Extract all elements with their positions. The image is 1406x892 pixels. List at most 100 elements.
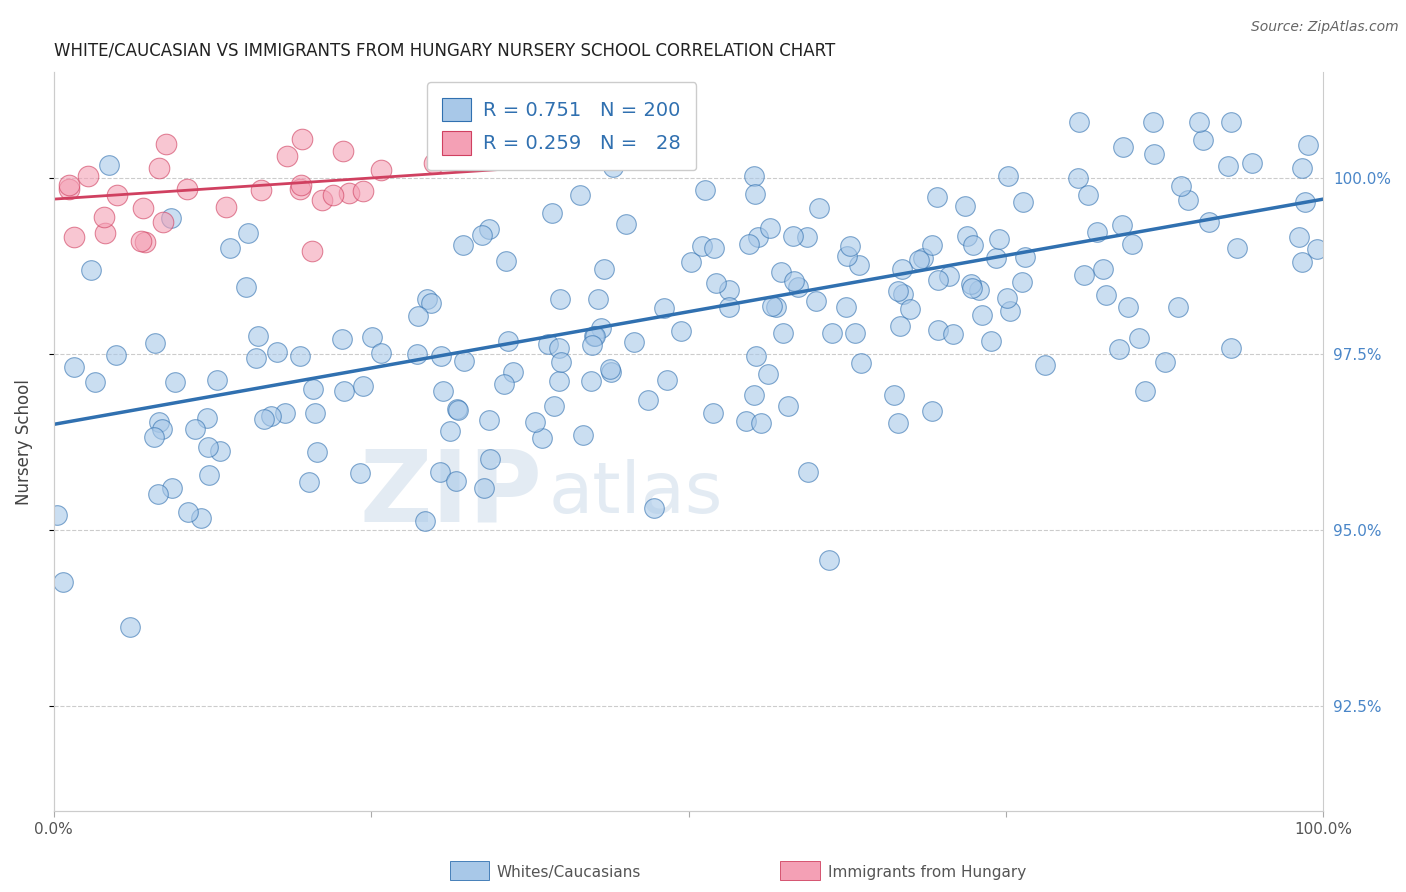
Point [235,280,257,294]
Point [332,145,354,159]
Point [572,428,595,442]
Point [1085,225,1108,239]
Point [105,188,128,202]
Point [602,161,624,175]
Point [962,237,984,252]
Point [690,238,713,252]
Point [1241,155,1264,169]
Point [478,413,501,427]
Point [1298,138,1320,153]
Point [1012,195,1035,210]
Point [478,222,501,236]
Point [190,511,212,525]
Point [1220,114,1243,128]
Point [104,348,127,362]
Point [413,514,436,528]
Point [782,274,804,288]
Point [444,474,467,488]
Point [1108,342,1130,356]
Point [569,187,592,202]
Point [1218,159,1240,173]
Point [543,399,565,413]
Point [330,332,353,346]
Point [131,201,153,215]
Point [717,300,740,314]
Point [1033,358,1056,372]
Point [960,277,983,292]
Point [927,323,949,337]
Point [58,178,80,192]
Point [184,422,207,436]
Point [245,351,267,365]
Point [980,334,1002,348]
Point [143,430,166,444]
Point [58,182,80,196]
Point [887,416,910,430]
Point [253,411,276,425]
Point [821,326,844,340]
Point [1128,330,1150,344]
Point [1170,179,1192,194]
Point [749,416,772,430]
Point [423,156,446,170]
Point [969,284,991,298]
Point [502,365,524,379]
Point [548,292,571,306]
Point [523,415,546,429]
Text: atlas: atlas [548,459,723,528]
Point [94,226,117,240]
Point [301,244,323,258]
Point [734,414,756,428]
Point [772,326,794,340]
Point [352,379,374,393]
Point [1188,114,1211,128]
Point [927,273,949,287]
Point [623,335,645,350]
Point [148,161,170,176]
Point [548,341,571,355]
Point [778,399,800,413]
Point [406,347,429,361]
Point [236,226,259,240]
Point [360,329,382,343]
Point [765,300,787,314]
Point [654,301,676,315]
Point [177,505,200,519]
Point [1167,300,1189,314]
Point [446,402,468,417]
Point [472,481,495,495]
Point [478,452,501,467]
Point [808,201,831,215]
Point [1118,300,1140,314]
Point [208,444,231,458]
Point [496,334,519,349]
Point [1306,243,1329,257]
Point [786,279,808,293]
Point [912,252,935,266]
Point [531,431,554,445]
Point [756,367,779,381]
Point [835,249,858,263]
Point [1000,304,1022,318]
Point [1011,276,1033,290]
Point [938,268,960,283]
Point [1073,268,1095,282]
Point [593,261,616,276]
Point [669,324,692,338]
Text: Immigrants from Hungary: Immigrants from Hungary [828,865,1026,880]
Point [702,406,724,420]
Point [839,239,862,253]
Point [769,265,792,279]
Point [447,403,470,417]
Point [844,326,866,340]
Point [1014,250,1036,264]
Point [921,404,943,418]
Point [352,185,374,199]
Point [214,200,236,214]
Point [1192,133,1215,147]
Point [1067,171,1090,186]
Point [988,232,1011,246]
Point [291,132,314,146]
Point [260,409,283,423]
Point [745,349,768,363]
